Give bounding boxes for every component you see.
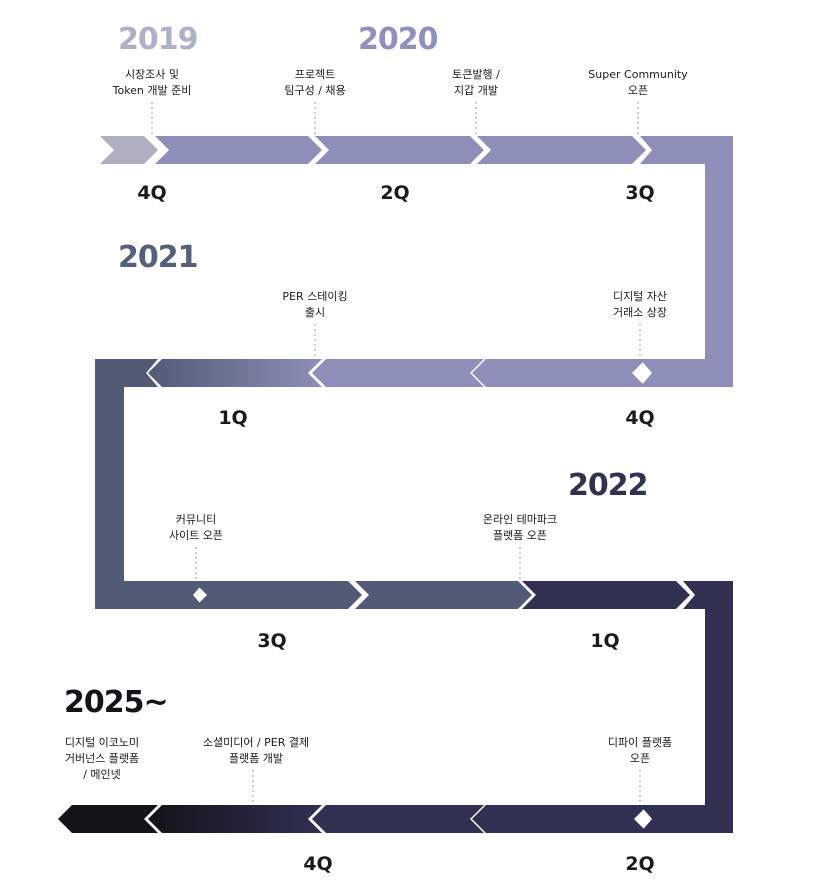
timeline-arrow-segment: [100, 136, 158, 164]
year-2021: 2021: [118, 240, 198, 275]
event-line: 토큰발행 /: [452, 68, 500, 81]
year-2020: 2020: [358, 22, 438, 57]
quarter-label: 4Q: [303, 853, 333, 875]
year-2019: 2019: [118, 22, 198, 57]
timeline-arrow-segment: [312, 805, 484, 833]
event-line: 지갑 개발: [454, 84, 498, 97]
timeline-arrow-segment: [312, 359, 484, 387]
event-defi-platform: 디파이 플랫폼 오픈: [608, 735, 672, 767]
event-line: 디지털 이코노미: [64, 736, 140, 749]
timeline-arrow-segment: [315, 136, 484, 164]
event-exchange-listing: 디지털 자산 거래소 상장: [613, 289, 667, 321]
event-line: 출시: [304, 306, 326, 319]
year-2025: 2025~: [64, 685, 169, 720]
event-line: 디지털 자산: [612, 290, 668, 303]
timeline-arrow-segment: [148, 805, 322, 833]
event-line: 사이트 오픈: [168, 529, 224, 542]
timeline-arrow-segment: [155, 136, 322, 164]
event-digital-economy: 디지털 이코노미 거버넌스 플랫폼 / 메인넷: [65, 735, 139, 783]
event-line: 거래소 상장: [612, 306, 668, 319]
timeline-arrow-segment: [477, 136, 646, 164]
timeline-arrow-segment: [58, 805, 158, 833]
event-per-staking: PER 스테이킹 출시: [282, 289, 347, 321]
timeline-arrow-segment: [472, 359, 646, 387]
quarter-label: 2Q: [380, 182, 410, 204]
event-line: Super Community: [588, 68, 688, 81]
quarter-label: 2Q: [625, 853, 655, 875]
quarter-label: 1Q: [590, 630, 620, 652]
event-line: 플랫폼 개발: [228, 752, 284, 765]
quarter-label: 1Q: [218, 407, 248, 429]
timeline-arrow-segment: [193, 581, 362, 609]
event-line: 시장조사 및: [124, 68, 180, 81]
timeline-arrow-segment: [148, 359, 322, 387]
timeline-turn-left: [95, 359, 205, 609]
timeline-arrow-segment: [355, 581, 532, 609]
event-line: 팀구성 / 채용: [284, 84, 346, 97]
timeline-arrow-segment: [522, 581, 690, 609]
event-community-site: 커뮤니티 사이트 오픈: [169, 512, 223, 544]
event-theme-park: 온라인 테마파크 플랫폼 오픈: [483, 512, 557, 544]
quarter-label: 4Q: [625, 407, 655, 429]
timeline-turn-right: [640, 136, 733, 387]
event-line: 플랫폼 오픈: [492, 529, 548, 542]
quarter-label: 3Q: [625, 182, 655, 204]
timeline-turn-right: [640, 581, 733, 833]
quarter-label: 4Q: [137, 182, 167, 204]
quarter-label: 3Q: [257, 630, 287, 652]
event-line: 커뮤니티: [175, 513, 217, 526]
event-market-research: 시장조사 및 Token 개발 준비: [113, 67, 192, 99]
event-social-media: 소셜미디어 / PER 결제 플랫폼 개발: [203, 735, 309, 767]
event-line: 거버넌스 플랫폼: [64, 752, 140, 765]
event-line: 소셜미디어 / PER 결제: [202, 736, 310, 749]
event-line: PER 스테이킹: [282, 290, 348, 303]
event-line: 디파이 플랫폼: [607, 736, 673, 749]
event-line: 프로젝트: [294, 68, 336, 81]
event-line: Token 개발 준비: [112, 84, 192, 97]
event-line: 오픈: [629, 752, 651, 765]
year-2022: 2022: [568, 468, 648, 503]
event-super-community: Super Community 오픈: [588, 67, 687, 99]
timeline-arrow-segment: [472, 805, 648, 833]
event-team-building: 프로젝트 팀구성 / 채용: [284, 67, 345, 99]
event-token-issue: 토큰발행 / 지갑 개발: [452, 67, 500, 99]
event-line: 온라인 테마파크: [482, 513, 558, 526]
event-line: 오픈: [627, 84, 649, 97]
event-line: / 메인넷: [83, 768, 121, 781]
